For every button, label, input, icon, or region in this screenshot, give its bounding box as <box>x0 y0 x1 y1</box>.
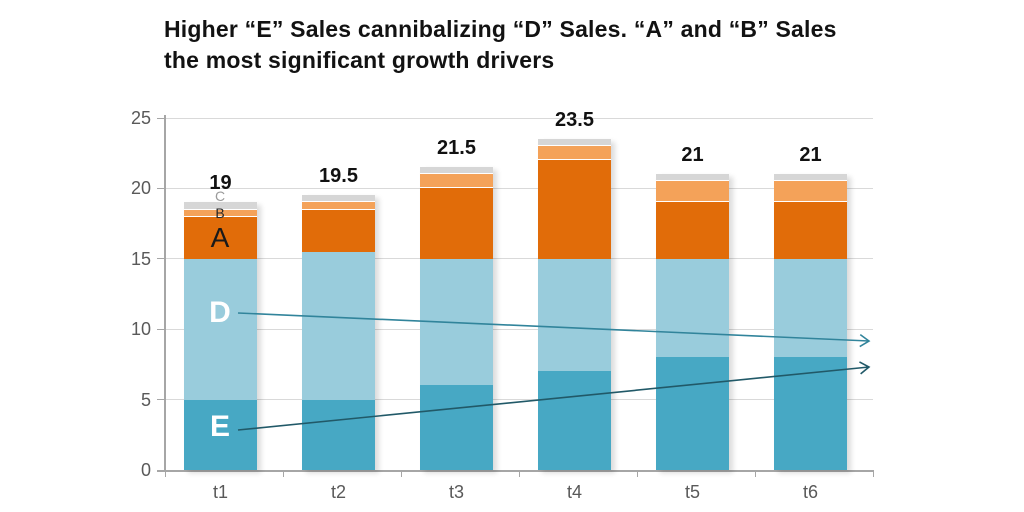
segment-C-t1 <box>184 202 257 210</box>
total-label-t2: 19.5 <box>319 165 358 188</box>
x-axis-tick-2 <box>401 470 402 477</box>
segment-B-t4 <box>538 146 611 161</box>
segment-E-t5 <box>656 357 729 470</box>
series-label-E: E <box>209 410 231 444</box>
segment-B-t1 <box>184 209 257 217</box>
y-tick-label-0: 0 <box>140 460 151 480</box>
segment-C-t4 <box>538 139 611 147</box>
segment-B-t5 <box>656 181 729 203</box>
segment-C-t6 <box>774 174 847 182</box>
segment-B-t6 <box>774 181 847 203</box>
segment-A-t1 <box>184 216 257 259</box>
gridline-25 <box>165 117 873 119</box>
gridline-5 <box>165 399 873 401</box>
segment-C-t5 <box>656 174 729 182</box>
x-axis-tick-0 <box>165 470 166 477</box>
gridline-15 <box>165 258 873 260</box>
segment-A-t4 <box>538 160 611 259</box>
bar-t4: 23.5 <box>538 109 611 470</box>
bar-t2: 19.5 <box>302 165 375 470</box>
segment-D-t3 <box>420 258 493 386</box>
category-label-t5: t5 <box>684 482 700 502</box>
segment-C-t3 <box>420 167 493 175</box>
y-axis-tick-25 <box>157 117 165 119</box>
segment-B-t3 <box>420 174 493 189</box>
total-label-t5: 21 <box>681 144 704 167</box>
category-label-t6: t6 <box>802 482 818 502</box>
total-label-t6: 21 <box>799 144 822 167</box>
x-axis-tick-1 <box>283 470 284 477</box>
y-tick-label-10: 10 <box>130 319 151 340</box>
bar-t5: 21 <box>656 144 729 470</box>
series-label-C: C <box>214 188 226 205</box>
segment-A-t6 <box>774 202 847 259</box>
gridline-10 <box>165 328 873 330</box>
y-axis-tick-15 <box>157 258 165 260</box>
total-label-t1: 19 <box>209 172 232 195</box>
y-axis-tick-10 <box>157 328 165 330</box>
segment-A-t3 <box>420 188 493 259</box>
category-label-t4: t4 <box>566 482 582 502</box>
y-tick-label-20: 20 <box>130 178 151 199</box>
x-axis-tick-3 <box>519 470 520 477</box>
y-tick-label-25: 25 <box>130 108 151 128</box>
series-label-D: D <box>209 296 231 329</box>
gridline-20 <box>165 187 873 189</box>
category-label-t3: t3 <box>448 482 464 502</box>
series-label-A: A <box>210 222 230 254</box>
segment-C-t2 <box>302 195 375 203</box>
y-tick-label-15: 15 <box>130 248 151 269</box>
category-label-t2: t2 <box>330 482 346 502</box>
x-axis-tick-6 <box>873 470 874 477</box>
y-axis <box>164 115 166 470</box>
segment-D-t5 <box>656 258 729 358</box>
y-axis-tick-20 <box>157 187 165 189</box>
category-label-t1: t1 <box>212 482 228 502</box>
total-label-t4: 23.5 <box>555 109 594 132</box>
segment-E-t3 <box>420 385 493 470</box>
total-label-t3: 21.5 <box>437 137 476 160</box>
bar-t6: 21 <box>774 144 847 470</box>
segment-B-t2 <box>302 202 375 210</box>
series-label-B: B <box>215 205 225 222</box>
segment-E-t2 <box>302 399 375 470</box>
y-axis-tick-5 <box>157 399 165 401</box>
segment-D-t4 <box>538 258 611 372</box>
segment-D-t2 <box>302 251 375 400</box>
x-axis-tick-4 <box>637 470 638 477</box>
segment-A-t5 <box>656 202 729 259</box>
segment-D-t1 <box>184 258 257 400</box>
x-axis-tick-5 <box>755 470 756 477</box>
segment-E-t6 <box>774 357 847 470</box>
bar-t3: 21.5 <box>420 137 493 470</box>
segment-E-t4 <box>538 371 611 470</box>
x-axis <box>157 470 873 472</box>
segment-D-t6 <box>774 258 847 358</box>
segment-A-t2 <box>302 209 375 252</box>
y-tick-label-5: 5 <box>140 389 151 410</box>
chart-title: Higher “E” Sales cannibalizing “D” Sales… <box>164 16 837 73</box>
